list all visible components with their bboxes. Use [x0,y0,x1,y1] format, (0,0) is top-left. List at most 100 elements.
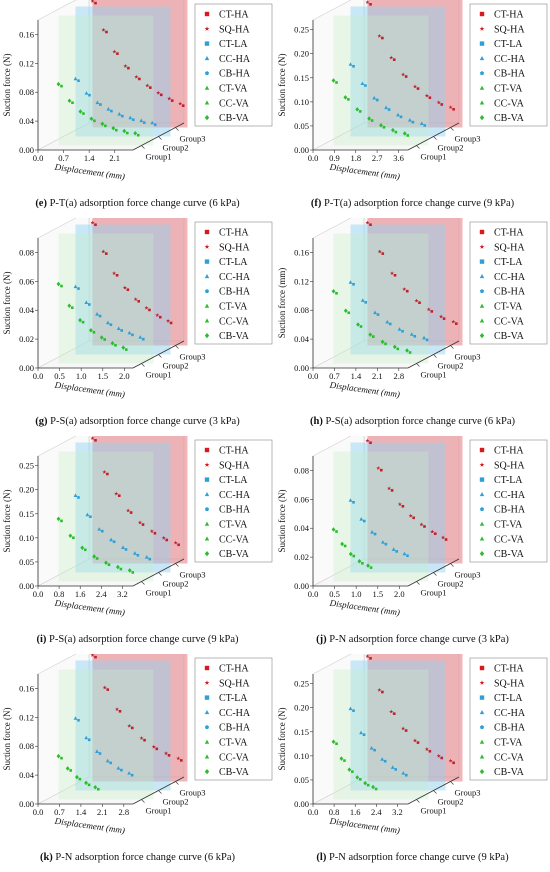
legend-marker [204,739,210,744]
data-point [401,504,405,508]
legend-box [194,439,273,563]
legend-marker [479,709,485,715]
legend-label: SQ-HA [494,678,525,689]
data-point [111,125,116,131]
data-point [137,299,140,303]
legend-label: CT-VA [219,302,248,313]
y-tick-label: 0.08 [19,87,34,97]
data-point [139,735,144,740]
data-point [423,525,426,528]
legend-label: CB-HA [494,287,526,298]
panel-caption: (i) P-S(a) adsorption force change curve… [0,634,275,645]
z-tick [158,354,162,358]
z-tick [416,581,420,585]
group-label: Group1 [421,588,447,598]
data-point [169,321,173,325]
x-tick-label: 2.1 [97,807,108,817]
legend-label: CB-HA [219,287,251,298]
data-point [360,298,365,302]
data-point [167,96,172,101]
data-point [78,109,83,114]
group-label: Group2 [163,579,189,589]
series-plane [75,442,171,573]
legend-label: CT-VA [494,738,523,749]
z-tick [416,145,420,149]
data-point [430,529,435,534]
data-point [402,551,407,556]
data-point [392,712,396,715]
legend-marker [479,507,485,511]
x-tick-label: 2.8 [118,807,129,817]
legend-marker [479,491,485,497]
data-point [94,1,97,5]
legend-marker [479,11,485,17]
data-point [359,730,363,735]
legend-box [194,221,273,345]
chart-panel: 0.00 0.04 0.08 0.12 0.16 0.0 0.7 1.4 2.1 2.8 Group… [0,654,275,872]
data-point [92,554,97,559]
data-point [389,271,395,276]
data-point [127,723,132,728]
data-point [389,55,394,60]
x-tick-label: 1.4 [351,371,362,381]
data-point [84,780,88,786]
data-point [101,27,106,32]
y-tick-label: 0.00 [19,145,34,155]
data-point [387,486,392,491]
data-point [107,563,111,567]
legend-marker [479,303,485,308]
data-point [84,300,89,305]
data-point [81,320,85,324]
data-point [112,49,117,54]
data-point [177,543,180,547]
data-point [377,249,382,254]
legend-label: CC-VA [494,534,525,545]
group-label: Group1 [421,370,447,380]
data-point [365,438,370,443]
data-point [407,118,412,122]
data-point [181,104,185,107]
data-point [131,333,134,337]
panel-caption-text: P-N adsorption force change curve (6 kPa… [52,852,236,863]
data-point [428,96,432,100]
data-point [358,778,362,781]
legend-label: CT-LA [219,693,248,704]
data-point [156,90,161,95]
group-label: Group1 [146,370,172,380]
z-tick [158,572,162,576]
data-point [73,716,78,720]
group-label: Group3 [180,788,206,798]
legend-marker [479,244,485,249]
data-point [411,120,415,124]
series-plane [367,436,463,564]
data-point [96,787,100,791]
group-label: Group2 [438,361,464,371]
data-point [116,766,121,770]
data-point [134,74,139,79]
y-tick-label: 0.15 [19,509,34,519]
legend-label: CT-HA [494,228,524,239]
x-tick-label: 1.6 [350,807,361,817]
legend-marker [479,477,485,482]
panel-caption-text: P-N adsorption force change curve (3 kPa… [326,634,509,645]
legend-marker [204,55,210,61]
legend-label: CC-VA [494,316,525,327]
legend-marker [479,739,485,744]
legend-marker [204,332,210,339]
data-point [380,757,385,761]
data-point [348,280,353,284]
y-axis-title: Suction force (mm) [277,268,287,338]
legend-label: CC-VA [494,98,525,109]
legend-label: CT-HA [494,664,524,675]
z-tick [416,363,420,367]
data-point [118,709,122,713]
data-point [117,112,122,116]
data-point [136,133,140,137]
legend-marker [479,754,485,759]
data-point [352,64,355,68]
chart-svg: 0.00 0.05 0.10 0.15 0.20 0.25 0.0 0.8 1.6 2.4 3.2 G… [2,436,273,617]
x-tick-label: 3.6 [393,153,404,163]
data-point [105,758,110,763]
legend-label: SQ-HA [494,242,525,253]
